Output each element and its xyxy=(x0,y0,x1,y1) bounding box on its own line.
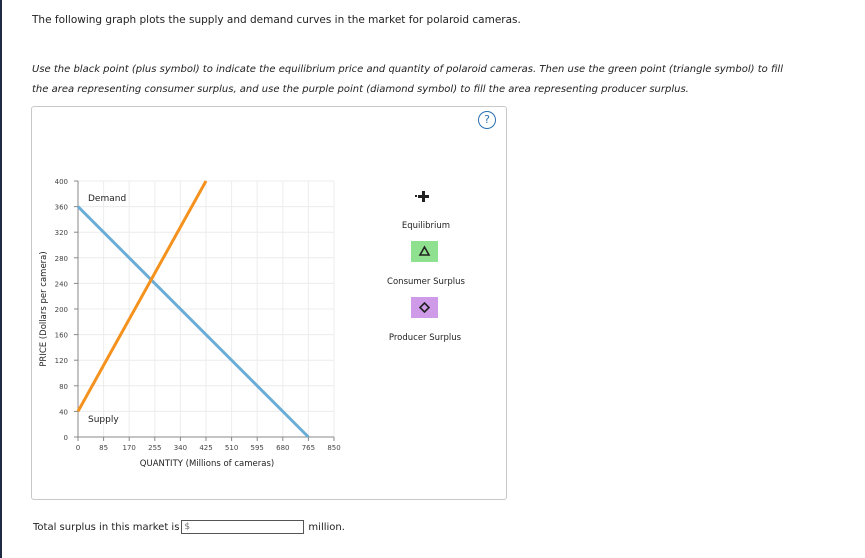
producer-surplus-label: Producer Surplus xyxy=(389,333,462,343)
equilibrium-tool[interactable] xyxy=(415,191,429,202)
y-tick-label: 400 xyxy=(55,178,68,186)
x-tick-label: 170 xyxy=(123,444,136,452)
total-surplus-input[interactable] xyxy=(181,520,305,534)
left-border xyxy=(0,0,2,558)
x-tick-label: 85 xyxy=(99,444,108,452)
instructions: Use the black point (plus symbol) to ind… xyxy=(32,60,832,100)
x-axis-label: QUANTITY (Millions of cameras) xyxy=(140,459,274,469)
grid xyxy=(78,180,335,437)
supply-label: Supply xyxy=(88,415,119,425)
x-tick-label: 680 xyxy=(276,444,289,452)
y-tick-label: 200 xyxy=(55,306,68,314)
x-tick-label: 765 xyxy=(302,444,315,452)
x-tick-label: 0 xyxy=(76,444,80,452)
x-tick-label: 850 xyxy=(327,444,340,452)
curves xyxy=(76,180,310,439)
y-tick-label: 120 xyxy=(55,357,68,365)
total-surplus-row: Total surplus in this market is million. xyxy=(33,520,345,534)
equilibrium-label: Equilibrium xyxy=(402,221,450,231)
intro-text: The following graph plots the supply and… xyxy=(32,14,521,26)
y-tick-label: 40 xyxy=(59,408,68,416)
triangle-icon xyxy=(418,245,431,256)
x-tick-label: 595 xyxy=(251,444,264,452)
y-tick-label: 80 xyxy=(59,383,68,391)
supply-curve xyxy=(76,180,208,413)
x-tick-label: 425 xyxy=(199,444,212,452)
demand-label: Demand xyxy=(88,194,126,204)
x-tick-label: 340 xyxy=(174,444,187,452)
x-tick-label: 255 xyxy=(148,444,161,452)
consumer-surplus-swatch xyxy=(411,241,438,262)
instruction-line-2: the area representing consumer surplus, … xyxy=(32,84,689,95)
total-surplus-label: Total surplus in this market is xyxy=(33,521,180,533)
demand-curve xyxy=(76,205,310,439)
y-tick-label: 360 xyxy=(55,204,68,212)
y-tick-label: 320 xyxy=(55,229,68,237)
total-surplus-unit: million. xyxy=(308,521,345,533)
consumer-surplus-tool[interactable] xyxy=(411,241,438,262)
consumer-surplus-label: Consumer Surplus xyxy=(387,277,465,287)
diamond-icon xyxy=(418,301,431,314)
instruction-line-1: Use the black point (plus symbol) to ind… xyxy=(32,64,783,75)
producer-surplus-swatch xyxy=(411,297,438,318)
y-axis-label: PRICE (Dollars per camera) xyxy=(39,251,49,366)
y-tick-label: 0 xyxy=(64,434,68,442)
producer-surplus-tool[interactable] xyxy=(411,297,438,318)
y-tick-label: 160 xyxy=(55,332,68,340)
plus-icon xyxy=(415,191,429,202)
y-tick-label: 240 xyxy=(55,280,68,288)
x-tick-label: 510 xyxy=(225,444,238,452)
axis-ticks: 0 40 80 120 160 200 240 280 320 360 400 0 85 170 255 34… xyxy=(55,178,341,452)
help-icon[interactable]: ? xyxy=(478,111,496,129)
y-tick-label: 280 xyxy=(55,255,68,263)
